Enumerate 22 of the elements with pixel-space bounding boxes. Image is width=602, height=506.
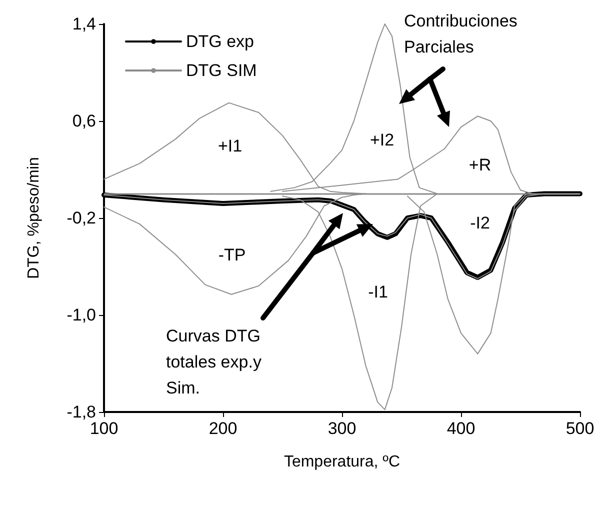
y-tick-label: 0,6 bbox=[72, 112, 96, 130]
y-tick-label: -1,8 bbox=[66, 402, 96, 422]
annotation: -TP bbox=[218, 246, 246, 264]
y-tick-label: 1,4 bbox=[72, 14, 96, 34]
x-axis-title: Temperatura, ºC bbox=[284, 454, 400, 470]
x-tick-label: 500 bbox=[566, 419, 594, 438]
legend-label: DTG SIM bbox=[186, 61, 257, 80]
annotation: -I2 bbox=[470, 214, 490, 232]
x-tick-label: 100 bbox=[90, 419, 118, 438]
x-tick-label: 200 bbox=[208, 419, 238, 438]
annotation: +R bbox=[468, 156, 492, 174]
y-axis-title: DTG, %peso/min bbox=[26, 157, 42, 279]
x-tick-label: 300 bbox=[328, 419, 356, 438]
annotation: Curvas DTG totales exp.y Sim. bbox=[166, 326, 266, 398]
x-tick-label: 400 bbox=[446, 419, 476, 438]
annotation: +I2 bbox=[370, 130, 394, 150]
legend-label: DTG exp bbox=[186, 32, 254, 51]
y-tick-label: -0,2 bbox=[66, 208, 96, 228]
y-tick-label: -1,0 bbox=[66, 306, 96, 324]
annotation: +I1 bbox=[218, 136, 242, 156]
annotation: -I1 bbox=[368, 282, 388, 302]
annotation: Contribuciones Parciales bbox=[404, 12, 522, 56]
